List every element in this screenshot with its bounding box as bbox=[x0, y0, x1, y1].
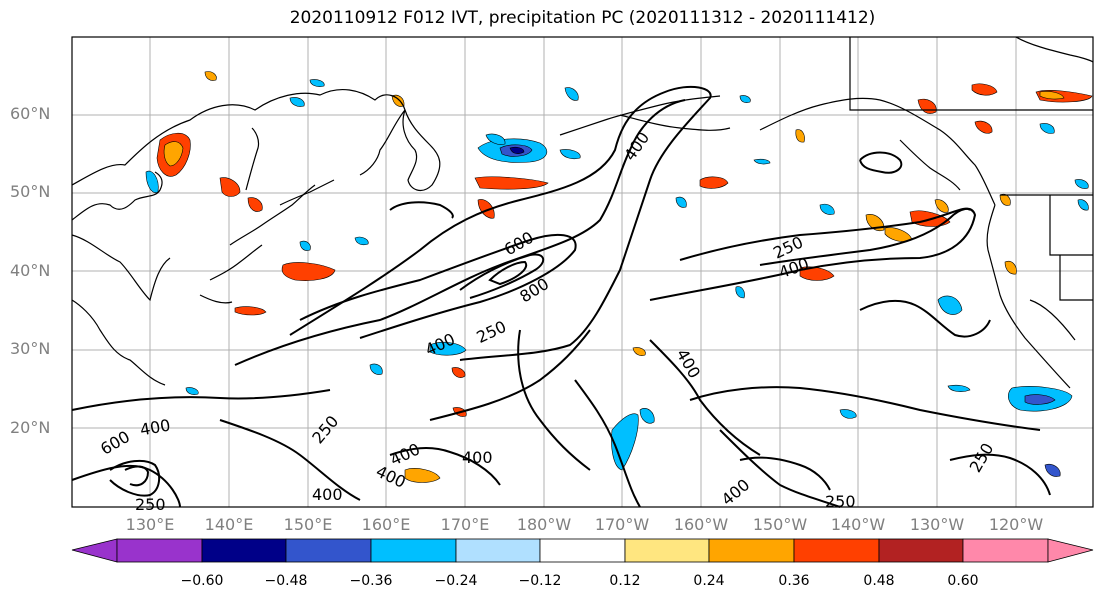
map-frame bbox=[71, 36, 1094, 508]
contour-label: 400 bbox=[673, 346, 705, 382]
ivt-contours bbox=[71, 85, 1051, 508]
colorbar-segment bbox=[878, 538, 964, 563]
lat-label: 30°N bbox=[10, 339, 51, 358]
lon-label: 150°W bbox=[752, 515, 808, 534]
lon-label: 140°W bbox=[830, 515, 886, 534]
contour-label: 250 bbox=[825, 492, 856, 511]
contour-label: 800 bbox=[516, 274, 552, 306]
colorbar-tick-label: 0.24 bbox=[693, 573, 725, 589]
contour-label: 250 bbox=[966, 440, 998, 476]
colorbar-tick-label: 0.36 bbox=[778, 573, 810, 589]
lon-label: 160°E bbox=[361, 515, 411, 534]
contour-label: 250 bbox=[308, 412, 342, 448]
contour-label: 400 bbox=[312, 485, 343, 504]
colorbar-tick-label: −0.48 bbox=[264, 573, 308, 589]
lon-label: 140°E bbox=[204, 515, 254, 534]
colorbar-segment bbox=[962, 538, 1049, 563]
colorbar-segment bbox=[285, 538, 372, 563]
colorbar-segment bbox=[624, 538, 710, 563]
colorbar-segment bbox=[370, 538, 457, 563]
colorbar-segment bbox=[539, 538, 626, 563]
contour-label: 600 bbox=[97, 427, 133, 459]
colorbar-tick-label: 0.48 bbox=[863, 573, 895, 589]
lon-label: 120°W bbox=[988, 515, 1044, 534]
coastlines bbox=[71, 36, 1094, 389]
colorbar-segment bbox=[793, 538, 880, 563]
contour-label: 250 bbox=[474, 317, 510, 347]
lat-label: 60°N bbox=[10, 104, 51, 123]
lon-label: 130°E bbox=[125, 515, 175, 534]
lon-label: 130°W bbox=[909, 515, 965, 534]
colorbar-extend-left bbox=[71, 538, 118, 563]
contour-label: 400 bbox=[462, 448, 493, 467]
precip-negative-patches bbox=[145, 79, 1089, 477]
colorbar-tick-label: 0.12 bbox=[609, 573, 641, 589]
lon-label: 170°E bbox=[440, 515, 490, 534]
map-title: 2020110912 F012 IVT, precipitation PC (2… bbox=[289, 8, 876, 28]
contour-label: 400 bbox=[718, 475, 754, 509]
contour-label: 400 bbox=[373, 462, 409, 492]
colorbar-tick-label: −0.36 bbox=[349, 573, 393, 589]
lon-label: 150°E bbox=[283, 515, 333, 534]
contour-label: 400 bbox=[138, 415, 171, 439]
colorbar-segment bbox=[708, 538, 795, 563]
map-plot-area bbox=[71, 36, 1094, 508]
lat-label: 50°N bbox=[10, 182, 51, 201]
colorbar-segment bbox=[455, 538, 541, 563]
lon-label: 170°W bbox=[594, 515, 650, 534]
colorbar-tick-label: 0.60 bbox=[947, 573, 979, 589]
contour-label: 250 bbox=[135, 495, 166, 514]
colorbar-tick-label: −0.60 bbox=[180, 573, 224, 589]
colorbar-extend-right bbox=[1047, 538, 1094, 563]
lon-label: 160°W bbox=[673, 515, 729, 534]
colorbar bbox=[71, 538, 1094, 563]
colorbar-segment bbox=[201, 538, 287, 563]
colorbar-tick-label: −0.24 bbox=[434, 573, 478, 589]
colorbar-tick-label: −0.12 bbox=[518, 573, 562, 589]
contour-label: 400 bbox=[387, 439, 423, 469]
lat-label: 20°N bbox=[10, 418, 51, 437]
lat-label: 40°N bbox=[10, 261, 51, 280]
lon-label: 180°W bbox=[516, 515, 572, 534]
colorbar-segment bbox=[116, 538, 203, 563]
